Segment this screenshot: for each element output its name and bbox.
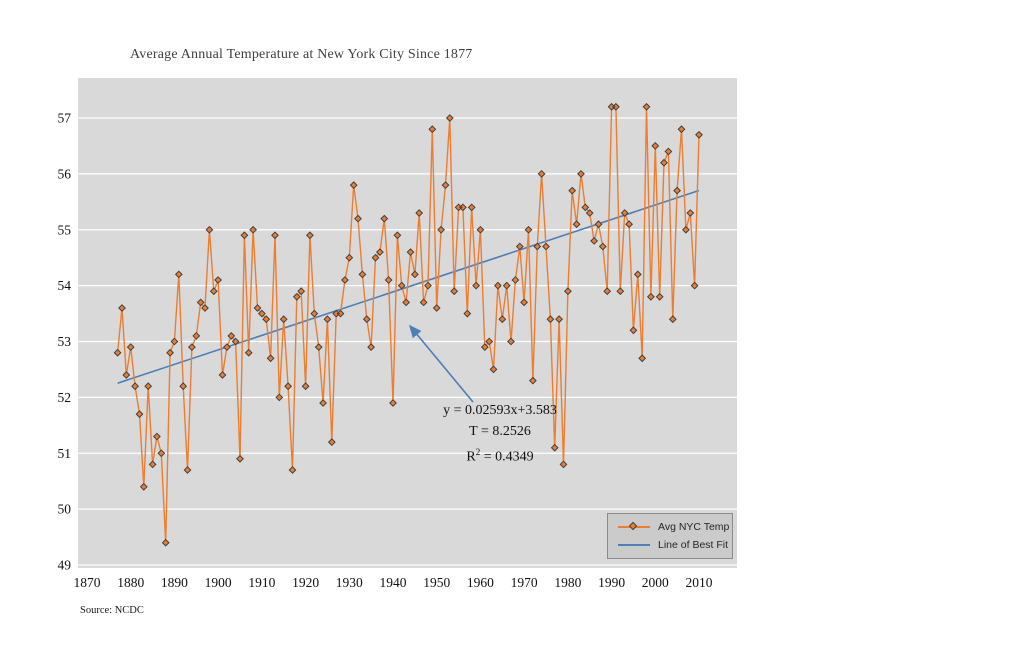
svg-text:1980: 1980: [554, 575, 581, 590]
svg-text:1870: 1870: [74, 575, 101, 590]
svg-text:1960: 1960: [467, 575, 494, 590]
legend-label-avg-nyc-temp: Avg NYC Temp: [658, 521, 730, 533]
series-marker-swatch: [628, 521, 638, 531]
svg-text:2000: 2000: [642, 575, 669, 590]
chart-legend: Avg NYC Temp Line of Best Fit: [607, 513, 733, 559]
trendline-r-squared: R2 = 0.4349: [466, 447, 534, 465]
legend-item-line-of-best-fit: Line of Best Fit: [618, 538, 732, 552]
chart-title: Average Annual Temperature at New York C…: [130, 47, 473, 62]
svg-text:1900: 1900: [205, 575, 232, 590]
trend-line-icon: [618, 538, 650, 552]
source-note: Source: NCDC: [80, 605, 144, 616]
svg-text:51: 51: [58, 446, 72, 461]
legend-label-line-of-best-fit: Line of Best Fit: [658, 539, 729, 551]
trendline-equation: y = 0.02593x+3.583: [443, 403, 557, 418]
trend-line-swatch: [618, 544, 650, 546]
svg-text:1950: 1950: [423, 575, 450, 590]
annotation-arrow: [408, 324, 474, 403]
x-axis-labels: 1870 1880 1890 1900 1910 1920 1930 1940 1950 1960…: [74, 575, 713, 590]
svg-text:57: 57: [58, 111, 72, 126]
svg-text:53: 53: [58, 334, 72, 349]
svg-text:1880: 1880: [117, 575, 144, 590]
svg-text:1920: 1920: [292, 575, 319, 590]
svg-text:1940: 1940: [379, 575, 406, 590]
y-axis-labels: 49 50 51 52 53 54 55 56 57: [58, 111, 72, 573]
svg-text:55: 55: [58, 222, 72, 237]
trend-line: [117, 189, 700, 384]
svg-text:56: 56: [58, 166, 72, 181]
series-line-diamond-icon: [618, 520, 650, 534]
trendline-t-stat: T = 8.2526: [469, 424, 531, 439]
svg-text:1930: 1930: [336, 575, 363, 590]
plot-area: [78, 78, 737, 568]
svg-text:2010: 2010: [685, 575, 712, 590]
svg-text:49: 49: [58, 558, 72, 573]
svg-text:1910: 1910: [248, 575, 275, 590]
svg-text:52: 52: [58, 390, 72, 405]
legend-item-avg-nyc-temp: Avg NYC Temp: [618, 520, 732, 534]
svg-text:1990: 1990: [598, 575, 625, 590]
svg-text:1970: 1970: [511, 575, 538, 590]
svg-text:54: 54: [58, 278, 72, 293]
temperature-series-markers: [113, 102, 703, 547]
svg-text:50: 50: [58, 502, 72, 517]
trendline-annotation: y = 0.02593x+3.583 T = 8.2526 R2 = 0.434…: [420, 400, 580, 468]
svg-text:1890: 1890: [161, 575, 188, 590]
